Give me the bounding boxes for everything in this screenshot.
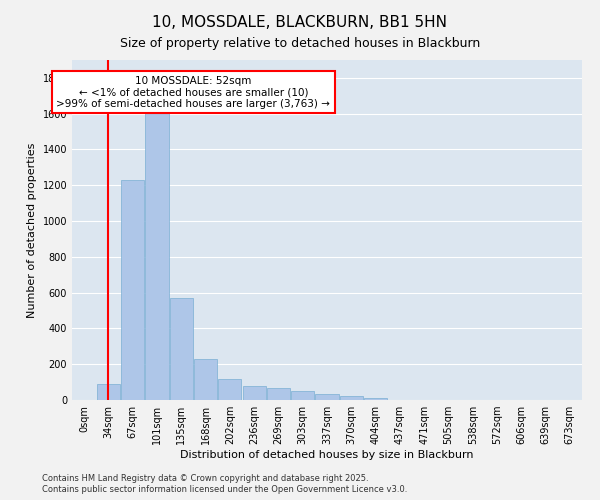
- Bar: [291, 391, 314, 400]
- Y-axis label: Number of detached properties: Number of detached properties: [27, 142, 37, 318]
- Bar: [242, 386, 266, 400]
- Text: Contains HM Land Registry data © Crown copyright and database right 2025.
Contai: Contains HM Land Registry data © Crown c…: [42, 474, 407, 494]
- X-axis label: Distribution of detached houses by size in Blackburn: Distribution of detached houses by size …: [180, 450, 474, 460]
- Text: Size of property relative to detached houses in Blackburn: Size of property relative to detached ho…: [120, 38, 480, 51]
- Bar: [121, 180, 144, 400]
- Bar: [170, 298, 193, 400]
- Bar: [145, 108, 169, 400]
- Bar: [218, 380, 241, 400]
- Bar: [194, 359, 217, 400]
- Bar: [340, 396, 363, 400]
- Bar: [267, 388, 290, 400]
- Bar: [97, 384, 120, 400]
- Bar: [364, 398, 387, 400]
- Text: 10, MOSSDALE, BLACKBURN, BB1 5HN: 10, MOSSDALE, BLACKBURN, BB1 5HN: [152, 15, 448, 30]
- Bar: [316, 394, 338, 400]
- Text: 10 MOSSDALE: 52sqm
← <1% of detached houses are smaller (10)
>99% of semi-detach: 10 MOSSDALE: 52sqm ← <1% of detached hou…: [56, 76, 331, 109]
